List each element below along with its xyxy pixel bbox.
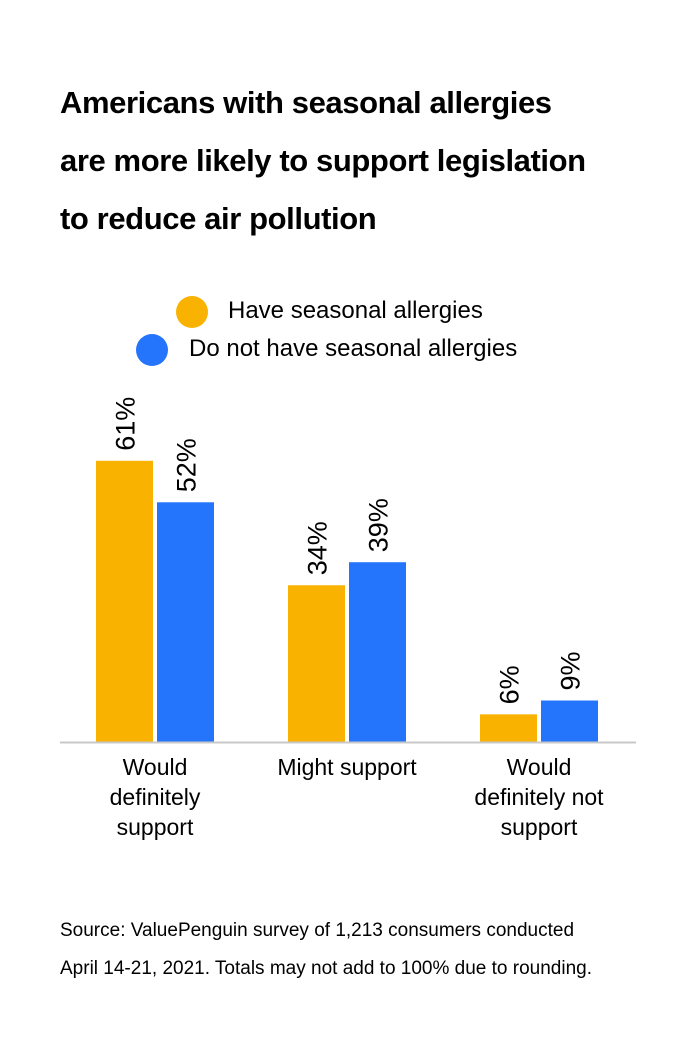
data-label-would-definitely-not-support-allergies: 6%	[495, 665, 525, 704]
data-label-might-support-no-allergies: 39%	[364, 498, 394, 552]
legend-swatch-no-allergies	[136, 334, 168, 366]
legend-swatch-allergies	[176, 296, 208, 328]
source-line-2: April 14-21, 2021. Totals may not add to…	[60, 958, 593, 979]
legend-label-allergies: Have seasonal allergies	[228, 297, 483, 324]
bar-would-definitely-support-no-allergies	[157, 502, 214, 742]
category-label-would-definitely-not-support: Would definitely not support	[474, 754, 604, 840]
data-label-would-definitely-not-support-no-allergies: 9%	[556, 651, 586, 690]
category-label-line: definitely not	[474, 784, 604, 810]
chart-title-line-3: to reduce air pollution	[60, 201, 377, 236]
data-label-would-definitely-support-allergies: 61%	[111, 397, 141, 451]
category-label-line: definitely	[110, 784, 201, 810]
bar-would-definitely-support-allergies	[96, 460, 153, 742]
category-label-line: support	[501, 814, 578, 840]
source-line-1: Source: ValuePenguin survey of 1,213 con…	[60, 920, 575, 941]
source-note: Source: ValuePenguin survey of 1,213 con…	[60, 912, 680, 988]
category-label-line: Might support	[277, 754, 417, 780]
category-label-line: support	[117, 814, 194, 840]
bar-would-definitely-not-support-allergies	[480, 714, 537, 742]
chart-title-line-1: Americans with seasonal allergies	[60, 85, 552, 120]
chart-title: Americans with seasonal allergies are mo…	[60, 74, 660, 248]
legend-label-no-allergies: Do not have seasonal allergies	[189, 335, 518, 362]
bar-might-support-allergies	[288, 585, 345, 742]
data-labels-group: 61% 52% 34% 39% 6% 9%	[111, 397, 586, 705]
bar-might-support-no-allergies	[349, 562, 406, 742]
category-labels-group: Would definitely support Might support Would…	[110, 754, 605, 840]
data-label-might-support-allergies: 34%	[303, 521, 333, 575]
bars-group	[96, 460, 598, 742]
bar-would-definitely-not-support-no-allergies	[541, 700, 598, 742]
category-label-would-definitely-support: Would definitely support	[110, 754, 201, 840]
category-label-line: Would	[507, 754, 572, 780]
category-label-might-support: Might support	[277, 754, 417, 780]
chart-title-line-2: are more likely to support legislation	[60, 143, 586, 178]
data-label-would-definitely-support-no-allergies: 52%	[172, 438, 202, 492]
bar-chart: 61% 52% 34% 39% 6% 9% Would definitely support M…	[60, 397, 636, 840]
category-label-line: Would	[123, 754, 188, 780]
